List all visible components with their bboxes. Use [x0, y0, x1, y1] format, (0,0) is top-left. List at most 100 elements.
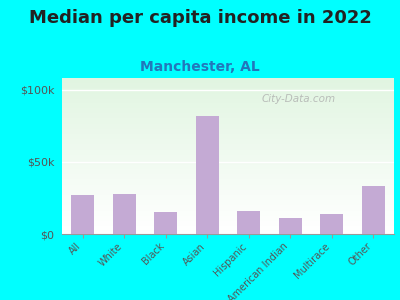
Bar: [62, 134, 394, 135]
Bar: [62, 88, 394, 90]
Bar: [62, 173, 394, 174]
Bar: [62, 198, 394, 199]
Bar: [62, 101, 394, 103]
Bar: [62, 130, 394, 131]
Bar: [62, 139, 394, 140]
Bar: [62, 188, 394, 190]
Bar: [62, 170, 394, 172]
Bar: [62, 113, 394, 114]
Bar: [62, 124, 394, 125]
Bar: [62, 165, 394, 166]
Bar: [62, 138, 394, 139]
Bar: [62, 176, 394, 177]
Bar: [62, 231, 394, 233]
Bar: [113, 194, 136, 234]
Bar: [62, 168, 394, 169]
Bar: [62, 161, 394, 163]
Bar: [62, 120, 394, 121]
Bar: [62, 191, 394, 192]
Bar: [320, 214, 343, 234]
Bar: [62, 153, 394, 155]
Bar: [62, 208, 394, 209]
Bar: [62, 186, 394, 187]
Bar: [362, 186, 385, 234]
Bar: [62, 82, 394, 83]
Bar: [62, 129, 394, 130]
Bar: [62, 157, 394, 159]
Bar: [62, 177, 394, 178]
Bar: [62, 224, 394, 225]
Bar: [62, 174, 394, 175]
Bar: [62, 183, 394, 184]
Bar: [62, 117, 394, 118]
Bar: [62, 112, 394, 113]
Bar: [62, 164, 394, 165]
Bar: [62, 225, 394, 226]
Bar: [62, 169, 394, 170]
Bar: [62, 94, 394, 95]
Bar: [62, 125, 394, 126]
Bar: [62, 109, 394, 110]
Bar: [62, 181, 394, 182]
Bar: [62, 146, 394, 147]
Bar: [62, 79, 394, 81]
Bar: [62, 148, 394, 149]
Bar: [62, 163, 394, 164]
Bar: [62, 114, 394, 116]
Bar: [62, 207, 394, 208]
Bar: [62, 116, 394, 117]
Bar: [62, 172, 394, 173]
Bar: [62, 149, 394, 151]
Bar: [62, 128, 394, 129]
Bar: [62, 108, 394, 109]
Bar: [62, 83, 394, 85]
Bar: [62, 140, 394, 142]
Bar: [196, 116, 219, 234]
Bar: [62, 159, 394, 160]
Bar: [62, 187, 394, 188]
Bar: [62, 202, 394, 203]
Bar: [62, 194, 394, 195]
Bar: [62, 142, 394, 143]
Bar: [62, 233, 394, 234]
Bar: [62, 206, 394, 207]
Bar: [62, 78, 394, 79]
Bar: [62, 81, 394, 82]
Bar: [62, 184, 394, 186]
Bar: [62, 203, 394, 204]
Bar: [62, 136, 394, 138]
Bar: [62, 190, 394, 191]
Bar: [62, 214, 394, 216]
Bar: [62, 95, 394, 96]
Bar: [62, 195, 394, 196]
Bar: [62, 200, 394, 202]
Bar: [62, 96, 394, 98]
Bar: [62, 220, 394, 221]
Bar: [62, 110, 394, 112]
Bar: [62, 91, 394, 92]
Bar: [62, 211, 394, 212]
Bar: [62, 167, 394, 168]
Bar: [62, 152, 394, 153]
Bar: [62, 182, 394, 183]
Bar: [62, 204, 394, 206]
Bar: [62, 131, 394, 133]
Bar: [62, 218, 394, 220]
Bar: [62, 85, 394, 86]
Bar: [62, 135, 394, 136]
Bar: [62, 221, 394, 222]
Bar: [237, 211, 260, 234]
Bar: [62, 99, 394, 100]
Bar: [62, 230, 394, 231]
Bar: [62, 86, 394, 87]
Bar: [62, 121, 394, 122]
Bar: [71, 195, 94, 234]
Bar: [62, 216, 394, 217]
Bar: [62, 87, 394, 88]
Bar: [62, 192, 394, 194]
Bar: [62, 143, 394, 144]
Bar: [62, 227, 394, 229]
Bar: [62, 156, 394, 157]
Text: City-Data.com: City-Data.com: [261, 94, 335, 103]
Bar: [62, 226, 394, 227]
